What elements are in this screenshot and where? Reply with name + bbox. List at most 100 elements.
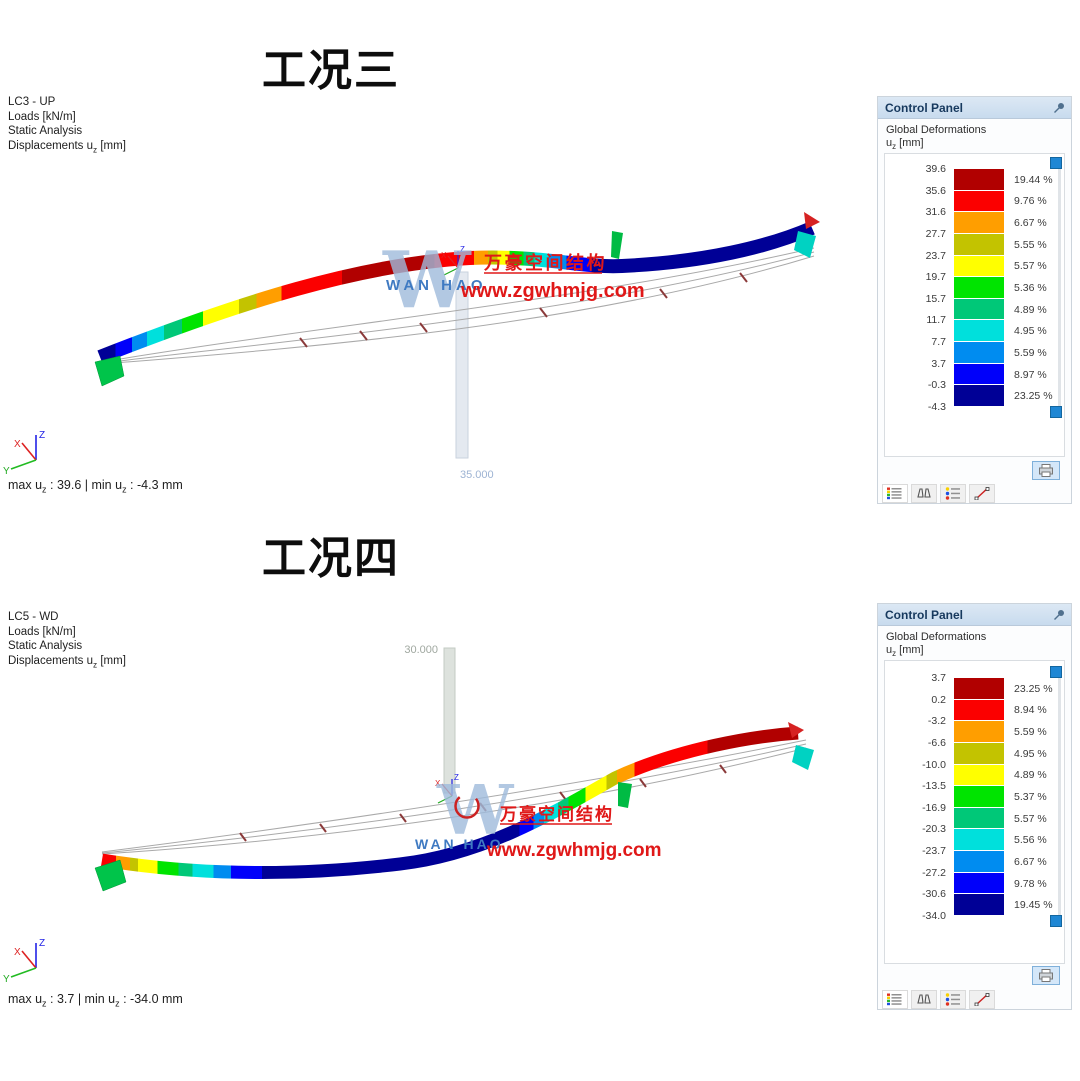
tab-color-scale[interactable] bbox=[882, 484, 908, 503]
svg-text:Z: Z bbox=[460, 245, 465, 254]
printer-icon bbox=[1039, 969, 1053, 982]
legend-color-block bbox=[954, 721, 1004, 743]
panel-unit-label: uz [mm] bbox=[886, 137, 924, 152]
legend-slider-handle[interactable] bbox=[1050, 406, 1062, 419]
tab-deformation-scale[interactable] bbox=[969, 484, 995, 503]
model-viewport-2[interactable]: 30.000 Z X W WAN HAO 万豪空间结构 w bbox=[0, 592, 880, 1022]
legend-percentage: 6.67 % bbox=[1014, 217, 1047, 230]
legend-color-block bbox=[954, 169, 1004, 191]
support-bracket-right bbox=[794, 231, 816, 258]
legend-value: -0.3 bbox=[927, 379, 946, 392]
legend-color-block bbox=[954, 342, 1004, 364]
loads-label: Loads [kN/m] bbox=[8, 110, 76, 123]
legend-percentage: 19.45 % bbox=[1014, 899, 1053, 912]
watermark-brand: WAN HAO bbox=[386, 277, 487, 294]
support-bracket-right bbox=[792, 745, 814, 770]
tab-filter-list[interactable] bbox=[940, 990, 966, 1009]
member-scale-icon bbox=[974, 487, 990, 500]
axis-triad: Z X Y bbox=[3, 430, 45, 477]
legend-percentage: 8.97 % bbox=[1014, 368, 1047, 381]
legend-percentage: 5.57 % bbox=[1014, 812, 1047, 825]
support-bracket-left bbox=[94, 859, 127, 892]
legend-percentage: 23.25 % bbox=[1014, 390, 1053, 403]
svg-text:Z: Z bbox=[454, 773, 459, 782]
svg-text:X: X bbox=[435, 779, 441, 788]
pin-icon[interactable] bbox=[1052, 608, 1066, 622]
legend-value: -6.6 bbox=[927, 736, 946, 749]
analysis-label: Static Analysis bbox=[8, 640, 83, 653]
legend-color-block bbox=[954, 277, 1004, 299]
tab-visibility[interactable] bbox=[911, 990, 937, 1009]
legend-value: -20.3 bbox=[922, 823, 946, 836]
legend-percentage: 19.44 % bbox=[1014, 173, 1053, 186]
legend-percentage: 4.89 % bbox=[1014, 303, 1047, 316]
legend-value: 27.7 bbox=[925, 227, 946, 240]
displacement-label: Displacements uz [mm] bbox=[8, 139, 126, 155]
tab-deformation-scale[interactable] bbox=[969, 990, 995, 1009]
legend-percentage: 6.67 % bbox=[1014, 855, 1047, 868]
control-panel-title: Control Panel bbox=[885, 100, 964, 115]
pin-icon[interactable] bbox=[1052, 101, 1066, 115]
color-scale-legend: 19.44 % 9.76 % 6.67 % 5.55 % 5.57 % 5.36 % 4.8… bbox=[878, 97, 1071, 503]
print-color-scale-button[interactable] bbox=[1032, 966, 1060, 985]
tab-visibility[interactable] bbox=[911, 484, 937, 503]
axis-triad: Z X Y bbox=[3, 938, 45, 985]
legend-color-block bbox=[954, 320, 1004, 343]
legend-percentage: 4.89 % bbox=[1014, 769, 1047, 782]
filter-list-icon bbox=[945, 487, 960, 500]
legend-slider-handle[interactable] bbox=[1050, 157, 1062, 169]
print-color-scale-button[interactable] bbox=[1032, 461, 1060, 480]
model-viewport-1[interactable]: 35.000 Z X W WAN HAO 万豪空间结构 www.zgwh bbox=[0, 90, 880, 502]
legend-slider-track[interactable] bbox=[1058, 670, 1061, 923]
legend-value: 23.7 bbox=[925, 249, 946, 262]
legend-value: 3.7 bbox=[931, 357, 946, 370]
legend-percentage: 5.37 % bbox=[1014, 791, 1047, 803]
legend-color-block bbox=[954, 212, 1004, 234]
watermark-brand: WAN HAO bbox=[415, 836, 504, 852]
legend-value: 3.7 bbox=[931, 672, 946, 684]
svg-text:Y: Y bbox=[3, 466, 10, 477]
deformed-beam bbox=[97, 221, 815, 364]
tab-filter-list[interactable] bbox=[940, 484, 966, 503]
dimension-label: 35.000 bbox=[460, 469, 494, 481]
mini-axis-triad: Z X bbox=[441, 245, 465, 276]
tab-color-scale[interactable] bbox=[882, 990, 908, 1009]
cable-lines bbox=[101, 739, 807, 855]
legend-value: 35.6 bbox=[925, 184, 946, 197]
deformed-beam bbox=[100, 726, 799, 880]
color-scale-legend: 23.25 % 8.94 % 5.59 % 4.95 % 4.89 % 5.37 % 5.5… bbox=[878, 604, 1071, 1009]
legend-value: 11.7 bbox=[926, 314, 946, 327]
legend-color-block bbox=[954, 894, 1004, 917]
result-info-block-1: LC3 - UP Loads [kN/m] Static Analysis Di… bbox=[8, 95, 126, 155]
legend-slider-handle[interactable] bbox=[1050, 915, 1062, 928]
legend-color-block bbox=[954, 764, 1004, 787]
cable-hanger-marks bbox=[239, 764, 727, 842]
load-case-label: LC5 - WD bbox=[8, 611, 59, 623]
support-bracket-left bbox=[94, 355, 125, 387]
watermark-logo: W bbox=[382, 235, 472, 326]
analysis-label: Static Analysis bbox=[8, 125, 83, 138]
legend-color-block bbox=[954, 872, 1004, 895]
legend-color-block bbox=[954, 807, 1004, 830]
loads-label: Loads [kN/m] bbox=[8, 625, 76, 638]
panel-tab-bar bbox=[882, 484, 995, 503]
support-bracket-mid bbox=[611, 231, 623, 259]
legend-percentage: 5.57 % bbox=[1014, 260, 1047, 273]
filter-list-icon bbox=[945, 993, 960, 1006]
legend-value: 31.6 bbox=[925, 206, 946, 219]
panel-subtitle: Global Deformations bbox=[886, 124, 987, 136]
legend-value: -13.5 bbox=[922, 780, 946, 793]
svg-text:X: X bbox=[14, 439, 21, 450]
watermark: W WAN HAO 万豪空间结构 www.zgwhmjg.com bbox=[415, 771, 662, 861]
legend-value: -34.0 bbox=[922, 910, 946, 923]
legend-percentage: 4.95 % bbox=[1014, 325, 1047, 338]
section-title-1: 工况三 bbox=[262, 45, 400, 96]
control-panel-header[interactable]: Control Panel bbox=[878, 604, 1071, 626]
control-panel-header[interactable]: Control Panel bbox=[878, 97, 1071, 119]
legend-value: -10.0 bbox=[922, 758, 946, 771]
legend-slider-handle[interactable] bbox=[1050, 666, 1062, 678]
cable-lines bbox=[101, 247, 815, 365]
legend-slider-track[interactable] bbox=[1058, 161, 1061, 414]
legend-color-block bbox=[954, 678, 1004, 700]
